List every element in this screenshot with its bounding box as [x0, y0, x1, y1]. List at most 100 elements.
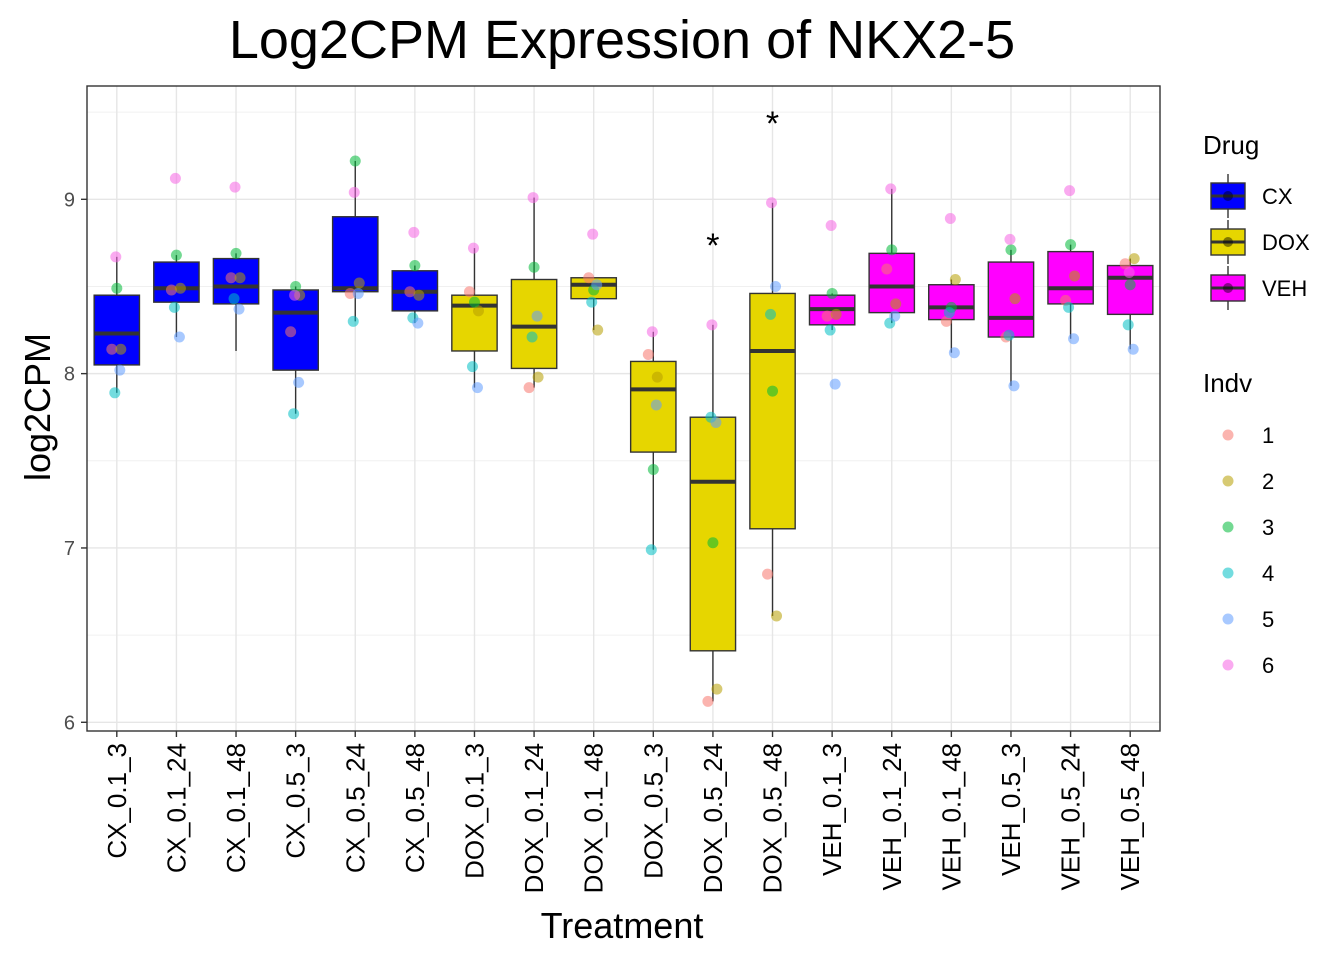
data-point-indv-6: [825, 219, 837, 231]
data-point-indv-4: [526, 331, 538, 343]
legend-drug-label: CX: [1262, 184, 1293, 209]
data-point-indv-4: [347, 315, 359, 327]
significance-marker: *: [766, 105, 779, 143]
box-DOX_0.5_24: [689, 416, 737, 652]
data-point-indv-5: [710, 416, 722, 428]
data-point-indv-2: [532, 371, 544, 383]
data-point-indv-3: [230, 247, 242, 259]
x-tick-label: CX_0.5_3: [281, 743, 311, 859]
x-tick-label: DOX_0.1_24: [519, 743, 549, 893]
data-point-indv-1: [344, 287, 356, 299]
data-point-indv-3: [349, 155, 361, 167]
data-point-indv-1: [404, 286, 416, 298]
data-point-indv-2: [771, 610, 783, 622]
x-tick-label: CX_0.5_48: [400, 743, 430, 873]
data-point-indv-4: [645, 544, 657, 556]
data-point-indv-3: [647, 464, 659, 476]
data-point-indv-2: [890, 298, 902, 310]
legend-key-indv: [1222, 429, 1234, 441]
data-point-indv-3: [767, 385, 779, 397]
plot-layer: * * 6 7 8 9 CX_0.1_3 CX_0.1_24 CX_0.1_48 CX_0.5_3…: [64, 85, 1310, 893]
data-point-indv-6: [1064, 185, 1076, 197]
data-point-indv-5: [412, 317, 424, 329]
plot-panel: [87, 86, 1160, 731]
data-point-indv-6: [885, 183, 897, 195]
data-point-indv-6: [1123, 267, 1135, 279]
box-DOX_0.5_48: [749, 292, 796, 530]
data-point-indv-6: [408, 226, 420, 238]
x-tick-label: DOX_0.1_3: [459, 743, 489, 879]
data-point-indv-5: [1068, 333, 1080, 345]
data-point-indv-5: [650, 399, 662, 411]
legend-key-indv: [1222, 521, 1234, 533]
x-tick-label: VEH_0.1_24: [877, 743, 907, 890]
data-point-indv-5: [173, 331, 185, 343]
legend-drug-label: DOX: [1262, 230, 1310, 255]
data-point-indv-3: [886, 244, 898, 256]
legend-indv-label: 4: [1262, 561, 1274, 586]
data-point-indv-3: [170, 249, 182, 261]
data-point-indv-6: [289, 289, 301, 301]
data-point-indv-2: [174, 282, 186, 294]
data-point-indv-6: [646, 326, 658, 338]
legend-indv-title: Indv: [1203, 368, 1252, 398]
data-point-indv-4: [1063, 301, 1075, 313]
data-point-indv-2: [1069, 270, 1081, 282]
data-point-indv-5: [293, 376, 305, 388]
data-point-indv-4: [824, 324, 836, 336]
data-point-indv-1: [463, 286, 475, 298]
data-point-indv-3: [826, 287, 838, 299]
legend-key-point: [1223, 237, 1233, 247]
data-point-indv-5: [889, 310, 901, 322]
data-point-indv-5: [1008, 380, 1020, 392]
y-axis-label: log2CPM: [17, 333, 58, 481]
data-point-indv-3: [1124, 279, 1136, 291]
data-point-indv-2: [949, 274, 961, 285]
legend-indv-label: 1: [1262, 423, 1274, 448]
data-point-indv-4: [168, 301, 180, 313]
data-point-indv-6: [706, 319, 718, 331]
data-point-indv-2: [711, 683, 723, 695]
significance-marker: *: [706, 227, 719, 265]
data-point-indv-3: [290, 280, 302, 292]
data-point-indv-2: [651, 371, 663, 383]
legend-key-point: [1223, 191, 1233, 201]
data-point-indv-5: [770, 280, 782, 292]
data-point-indv-1: [165, 284, 177, 296]
data-point-indv-6: [766, 197, 778, 209]
data-point-indv-6: [229, 181, 241, 193]
data-point-indv-1: [940, 315, 952, 327]
data-point-indv-1: [225, 272, 237, 284]
box-DOX_0.1_24: [510, 278, 558, 370]
data-point-indv-5: [233, 303, 245, 315]
data-point-indv-1: [821, 310, 833, 322]
legend-key-point: [1223, 283, 1233, 293]
data-point-indv-5: [829, 378, 841, 390]
data-point-indv-1: [523, 382, 535, 394]
data-point-indv-6: [1004, 233, 1016, 245]
data-point-indv-2: [115, 343, 127, 355]
data-point-indv-5: [352, 287, 364, 299]
data-point-indv-1: [1119, 258, 1131, 270]
legend-drug-title: Drug: [1203, 130, 1259, 160]
legend-key-indv: [1222, 567, 1234, 579]
data-point-indv-6: [467, 242, 479, 254]
data-point-indv-4: [1003, 329, 1015, 341]
data-point-indv-6: [587, 228, 599, 240]
x-tick-label: CX_0.5_24: [340, 743, 370, 873]
data-point-indv-1: [642, 348, 654, 360]
data-point-indv-1: [762, 568, 774, 580]
x-tick-label: DOX_0.5_3: [638, 743, 668, 879]
data-point-indv-3: [707, 537, 719, 549]
box-CX_0.1_3: [93, 294, 141, 366]
x-tick-label: VEH_0.1_48: [936, 743, 966, 890]
data-point-indv-2: [234, 272, 246, 284]
legend-key-indv: [1222, 659, 1234, 671]
y-tick-label: 8: [64, 364, 75, 386]
data-point-indv-3: [409, 260, 421, 272]
x-tick-label: DOX_0.5_48: [758, 743, 788, 893]
data-point-indv-2: [1128, 253, 1140, 265]
legend-indv-label: 5: [1262, 607, 1274, 632]
data-point-indv-5: [471, 382, 483, 394]
